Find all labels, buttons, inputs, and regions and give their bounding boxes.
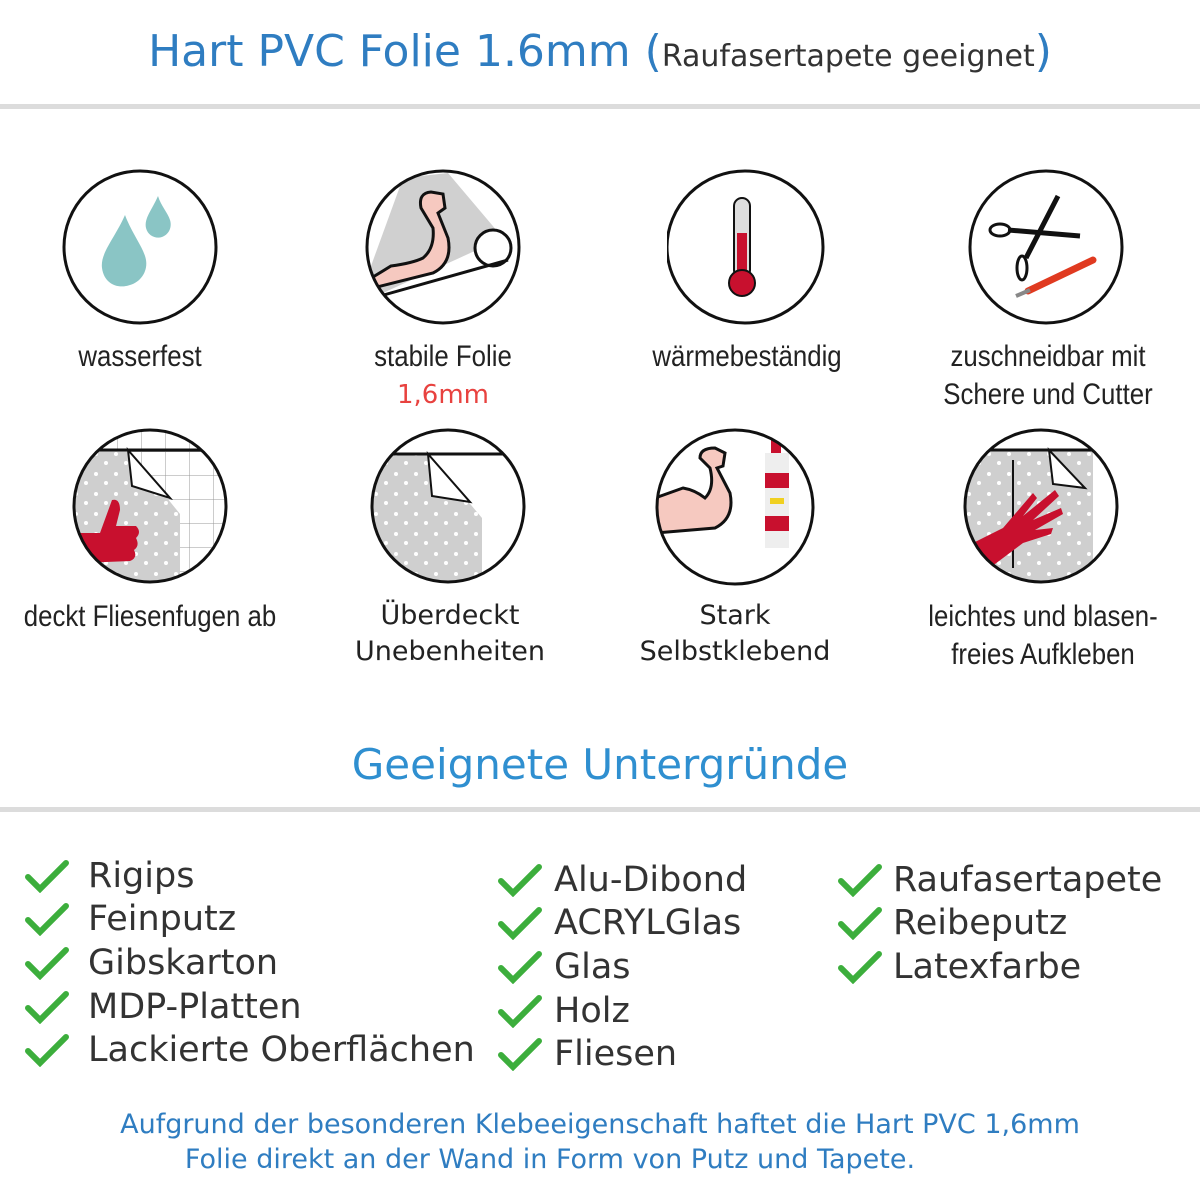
scissors-cutter-icon: [968, 169, 1124, 325]
surface-item: MDP-Platten: [88, 987, 302, 1027]
feature-label: Überdeckt: [380, 600, 520, 631]
surface-item: Lackierte Oberflächen: [88, 1030, 475, 1070]
feature-label: deckt Fliesenfugen ab: [23, 600, 277, 633]
title-text: Hart PVC Folie 1.6mm: [148, 26, 631, 77]
feature-selbstklebend: Stark Selbstklebend: [585, 428, 885, 670]
feature-stabile-folie: stabile Folie 1,6mm: [293, 168, 593, 414]
thumbs-up-tiles-icon: [72, 428, 228, 584]
feature-thickness: 1,6mm: [396, 380, 489, 410]
feature-label: stabile Folie: [374, 340, 512, 373]
feature-label: zuschneidbar mit: [950, 340, 1146, 373]
feature-label: Schere und Cutter: [943, 378, 1153, 411]
surface-item: Reibeputz: [893, 903, 1068, 943]
feature-label: leichtes und blasen-: [928, 600, 1158, 633]
surface-item: Raufasertapete: [893, 860, 1163, 900]
feature-label: wasserfest: [78, 340, 202, 373]
check-icon: [838, 907, 882, 940]
page-title: Hart PVC Folie 1.6mm (Raufasertapete gee…: [0, 26, 1200, 77]
surfaces-title: Geeignete Untergründe: [351, 740, 849, 789]
feature-unebenheiten: Überdeckt Unebenheiten: [300, 428, 600, 670]
foil-corner-icon: [370, 428, 526, 584]
surface-item: Holz: [554, 991, 630, 1031]
feature-label: Selbstklebend: [639, 636, 831, 667]
surface-item: Feinputz: [88, 899, 237, 939]
feature-fliesenfugen: deckt Fliesenfugen ab: [0, 428, 300, 636]
check-icon: [838, 864, 882, 897]
feature-label: Stark: [699, 600, 771, 631]
surface-item: ACRYLGlas: [554, 903, 742, 943]
check-icon: [25, 991, 69, 1024]
footer-line-1: Aufgrund der besonderen Klebeeigenschaft…: [120, 1109, 1080, 1140]
paren-open: (: [644, 26, 662, 77]
check-icon: [498, 951, 542, 984]
check-icon: [25, 947, 69, 980]
title-subtitle: Raufasertapete geeignet: [661, 39, 1035, 74]
surface-item: Gibskarton: [88, 943, 279, 983]
check-icon: [498, 995, 542, 1028]
check-icon: [25, 1034, 69, 1067]
thermometer-icon: [667, 169, 825, 325]
feature-label: wärmebeständig: [652, 340, 842, 373]
strong-arm-glue-icon: [655, 428, 815, 586]
check-icon: [498, 1038, 542, 1071]
feature-label: freies Aufkleben: [951, 638, 1135, 671]
footer-line-2: Folie direkt an der Wand in Form von Put…: [184, 1144, 916, 1175]
water-drops-icon: [62, 169, 218, 325]
surface-item: Fliesen: [554, 1034, 678, 1074]
check-icon: [838, 951, 882, 984]
feature-wasserfest: wasserfest: [0, 168, 290, 376]
check-icon: [25, 860, 69, 893]
feature-label: Unebenheiten: [355, 636, 545, 667]
paren-close: ): [1034, 26, 1052, 77]
hand-smoothing-icon: [963, 428, 1119, 584]
surface-item: Rigips: [88, 856, 195, 896]
check-icon: [498, 907, 542, 940]
divider: [0, 807, 1200, 812]
surface-item: Latexfarbe: [893, 947, 1082, 987]
feature-leichtes-aufkleben: leichtes und blasen- freies Aufkleben: [893, 428, 1193, 674]
strong-arm-roll-icon: [365, 169, 521, 325]
feature-waermebestaendig: wärmebeständig: [597, 168, 897, 376]
divider: [0, 104, 1200, 109]
check-icon: [25, 903, 69, 936]
surface-item: Alu-Dibond: [554, 860, 748, 900]
check-icon: [498, 864, 542, 897]
feature-zuschneidbar: zuschneidbar mit Schere und Cutter: [898, 168, 1198, 414]
surface-item: Glas: [554, 947, 631, 987]
